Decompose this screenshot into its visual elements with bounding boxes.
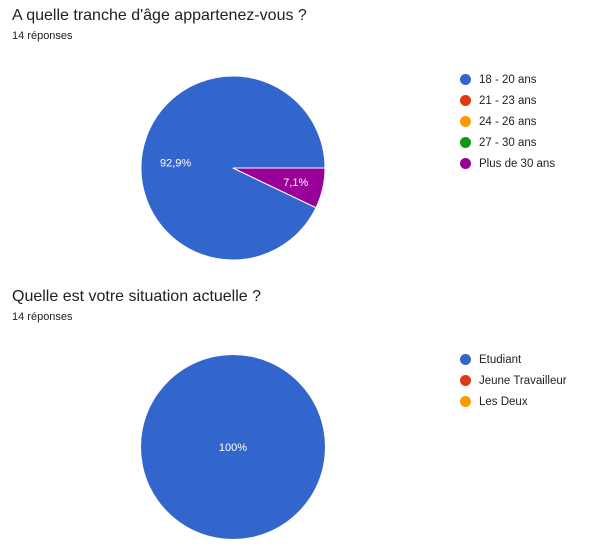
legend-situation: Etudiant Jeune Travailleur Les Deux xyxy=(460,349,567,412)
response-count: 14 réponses xyxy=(12,311,73,323)
pie-slice-etudiant[interactable] xyxy=(141,355,325,539)
data-label-etudiant: 100% xyxy=(219,442,247,454)
pie-slice-plus-de-30-ans[interactable] xyxy=(232,167,326,209)
legend-swatch-icon xyxy=(460,137,471,148)
legend-label: 24 - 26 ans xyxy=(479,115,537,128)
legend-label: 27 - 30 ans xyxy=(479,136,537,149)
legend-swatch-icon xyxy=(460,95,471,106)
legend-label: 21 - 23 ans xyxy=(479,94,537,107)
response-count: 14 réponses xyxy=(12,30,73,42)
legend-item-etudiant[interactable]: Etudiant xyxy=(460,349,567,370)
legend-label: Jeune Travailleur xyxy=(479,374,567,387)
legend-item-jeune-travailleur[interactable]: Jeune Travailleur xyxy=(460,370,567,391)
pie-chart-situation: 100% xyxy=(141,355,325,539)
chart-card-age: A quelle tranche d'âge appartenez-vous ?… xyxy=(12,7,555,261)
pie-slice-18-20-ans[interactable] xyxy=(140,75,326,261)
legend-swatch-icon xyxy=(460,116,471,127)
legend-label: Etudiant xyxy=(479,353,522,366)
legend-age: 18 - 20 ans 21 - 23 ans 24 - 26 ans 27 - 30… xyxy=(460,69,555,174)
legend-label: Plus de 30 ans xyxy=(479,157,556,170)
pie-chart-age: 92,9% 7,1% xyxy=(140,75,326,261)
legend-swatch-icon xyxy=(460,375,471,386)
data-label-plus-de-30-ans: 7,1% xyxy=(283,177,308,189)
legend-swatch-icon xyxy=(460,354,471,365)
legend-label: Les Deux xyxy=(479,395,528,408)
legend-swatch-icon xyxy=(460,158,471,169)
legend-label: 18 - 20 ans xyxy=(479,73,537,86)
legend-item-les-deux[interactable]: Les Deux xyxy=(460,391,567,412)
legend-swatch-icon xyxy=(460,396,471,407)
data-label-18-20-ans: 92,9% xyxy=(160,158,191,170)
chart-title: Quelle est votre situation actuelle ? xyxy=(12,288,262,305)
legend-item-18-20-ans[interactable]: 18 - 20 ans xyxy=(460,69,555,90)
legend-item-27-30-ans[interactable]: 27 - 30 ans xyxy=(460,132,555,153)
legend-swatch-icon xyxy=(460,74,471,85)
chart-title: A quelle tranche d'âge appartenez-vous ? xyxy=(12,7,307,24)
chart-card-situation: Quelle est votre situation actuelle ? 14… xyxy=(0,280,605,552)
legend-item-plus-de-30-ans[interactable]: Plus de 30 ans xyxy=(460,153,555,174)
legend-item-21-23-ans[interactable]: 21 - 23 ans xyxy=(460,90,555,111)
legend-item-24-26-ans[interactable]: 24 - 26 ans xyxy=(460,111,555,132)
